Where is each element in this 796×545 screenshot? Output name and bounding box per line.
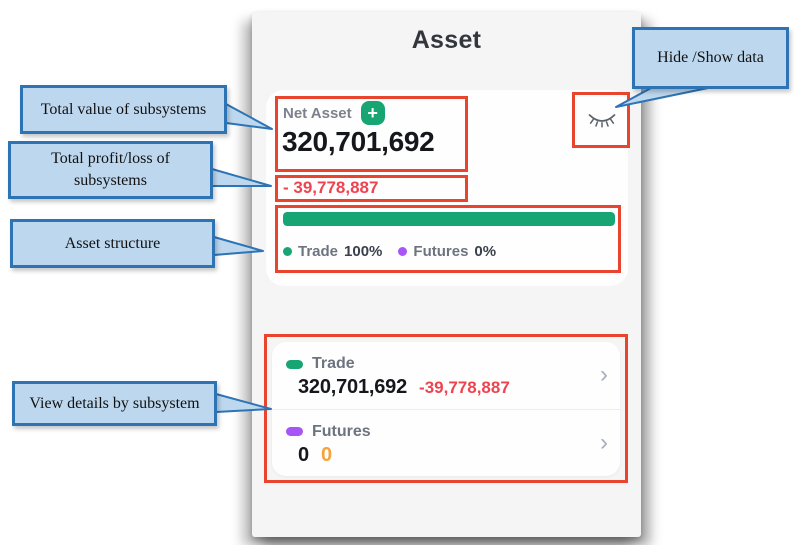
asset-structure-bar xyxy=(283,212,615,226)
legend-futures-percent: 0% xyxy=(474,243,497,260)
futures-pill-icon xyxy=(286,427,303,436)
futures-row-header: Futures xyxy=(286,423,604,441)
callout-profit-loss-line2: subsystems xyxy=(74,172,147,189)
trade-row-value: 320,701,692 xyxy=(298,376,408,398)
net-asset-row: Net Asset + xyxy=(283,101,385,125)
callout-hide-show: Hide /Show data xyxy=(632,27,789,89)
row-divider xyxy=(272,408,620,410)
page-title: Asset xyxy=(411,26,482,54)
eye-closed-icon xyxy=(588,114,616,128)
chevron-right-icon[interactable]: › xyxy=(600,428,608,456)
subsystem-row-futures[interactable]: Futures 0 0 › xyxy=(272,410,620,477)
hide-show-data-button[interactable] xyxy=(580,100,624,142)
futures-row-value: 0 xyxy=(298,443,309,466)
trade-row-name: Trade xyxy=(312,355,355,372)
callout-view-details: View details by subsystem xyxy=(12,381,217,426)
plus-icon: + xyxy=(367,103,378,123)
trade-row-pnl: -39,778,887 xyxy=(419,378,510,397)
subsystem-row-trade[interactable]: Trade 320,701,692 -39,778,887 › xyxy=(272,342,620,409)
trade-row-values: 320,701,692 -39,778,887 xyxy=(298,376,604,399)
callout-profit-loss-line1: Total profit/loss of xyxy=(51,150,170,168)
futures-dot-icon xyxy=(398,247,408,256)
asset-structure-bar-trade-fill xyxy=(283,212,615,226)
asset-app-panel: Asset Net Asset + 320,701,692 - 39,778,8… xyxy=(252,12,641,537)
trade-pill-icon xyxy=(286,359,303,369)
callout-total-value-label: Total value of subsystems xyxy=(40,100,207,118)
add-button[interactable]: + xyxy=(360,101,385,125)
futures-row-values: 0 0 xyxy=(298,444,604,467)
legend-futures-name: Futures xyxy=(413,243,469,260)
subsystem-detail-card: Trade 320,701,692 -39,778,887 › Futures … xyxy=(272,342,620,476)
asset-structure-legend: Trade 100% Futures 0% xyxy=(283,243,496,260)
callout-asset-structure: Asset structure xyxy=(10,219,215,268)
callout-asset-structure-label: Asset structure xyxy=(64,234,161,252)
chevron-right-icon[interactable]: › xyxy=(600,361,608,389)
legend-item-futures: Futures 0% xyxy=(398,243,496,260)
legend-trade-name: Trade xyxy=(298,243,339,260)
callout-hide-show-label: Hide /Show data xyxy=(657,49,764,67)
callout-total-value: Total value of subsystems xyxy=(20,85,227,134)
legend-trade-percent: 100% xyxy=(344,243,383,260)
net-asset-value: 320,701,692 xyxy=(282,126,435,157)
callout-profit-loss: Total profit/loss of subsystems xyxy=(8,141,213,199)
legend-item-trade: Trade 100% xyxy=(283,243,382,260)
trade-dot-icon xyxy=(283,247,292,256)
callout-view-details-label: View details by subsystem xyxy=(29,394,200,412)
net-asset-label: Net Asset xyxy=(283,104,352,122)
net-asset-summary-card: Net Asset + 320,701,692 - 39,778,887 Tra… xyxy=(266,90,628,286)
trade-row-header: Trade xyxy=(286,355,604,373)
futures-row-name: Futures xyxy=(312,422,371,440)
futures-row-pnl: 0 xyxy=(320,443,333,466)
total-profit-loss-value: - 39,778,887 xyxy=(283,178,379,197)
